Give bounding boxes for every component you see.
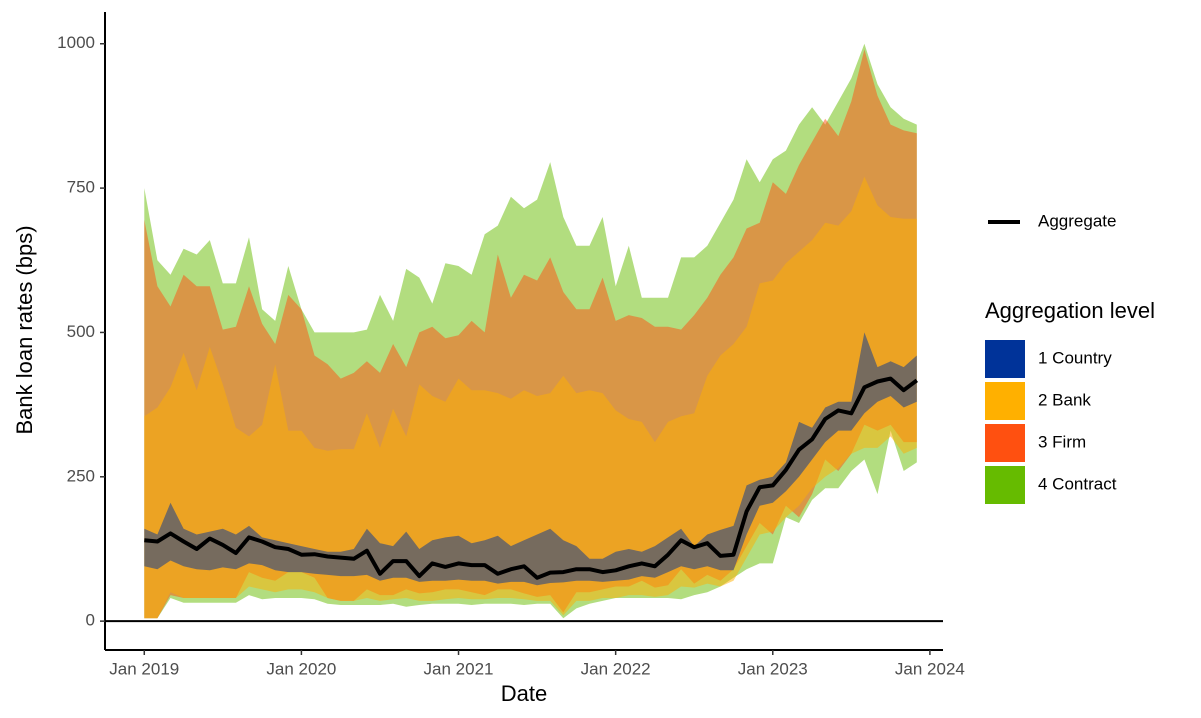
x-tick-label: Jan 2023 bbox=[738, 659, 808, 678]
x-tick-label: Jan 2024 bbox=[895, 659, 965, 678]
legend-label: 4 Contract bbox=[1038, 474, 1117, 493]
legend-swatch bbox=[985, 466, 1025, 504]
legend-label: 3 Firm bbox=[1038, 432, 1086, 451]
x-tick-label: Jan 2022 bbox=[581, 659, 651, 678]
y-tick-label: 500 bbox=[67, 322, 95, 341]
legend-swatch bbox=[985, 382, 1025, 420]
x-tick-label: Jan 2020 bbox=[266, 659, 336, 678]
y-tick-label: 250 bbox=[67, 466, 95, 485]
legend-label: Aggregate bbox=[1038, 211, 1116, 230]
x-tick-label: Jan 2021 bbox=[424, 659, 494, 678]
x-tick-label: Jan 2019 bbox=[109, 659, 179, 678]
y-tick-label: 0 bbox=[86, 611, 95, 630]
band-area bbox=[144, 176, 917, 619]
legend-swatch bbox=[985, 424, 1025, 462]
legend-label: 1 Country bbox=[1038, 348, 1112, 367]
x-axis-label: Date bbox=[501, 681, 547, 706]
legend-title: Aggregation level bbox=[985, 298, 1155, 323]
y-axis-label: Bank loan rates (bps) bbox=[12, 225, 37, 434]
y-tick-label: 1000 bbox=[57, 33, 95, 52]
legend-label: 2 Bank bbox=[1038, 390, 1091, 409]
band-area bbox=[144, 332, 917, 586]
y-tick-label: 750 bbox=[67, 178, 95, 197]
legend-swatch bbox=[985, 340, 1025, 378]
aggregate-line bbox=[144, 376, 918, 580]
